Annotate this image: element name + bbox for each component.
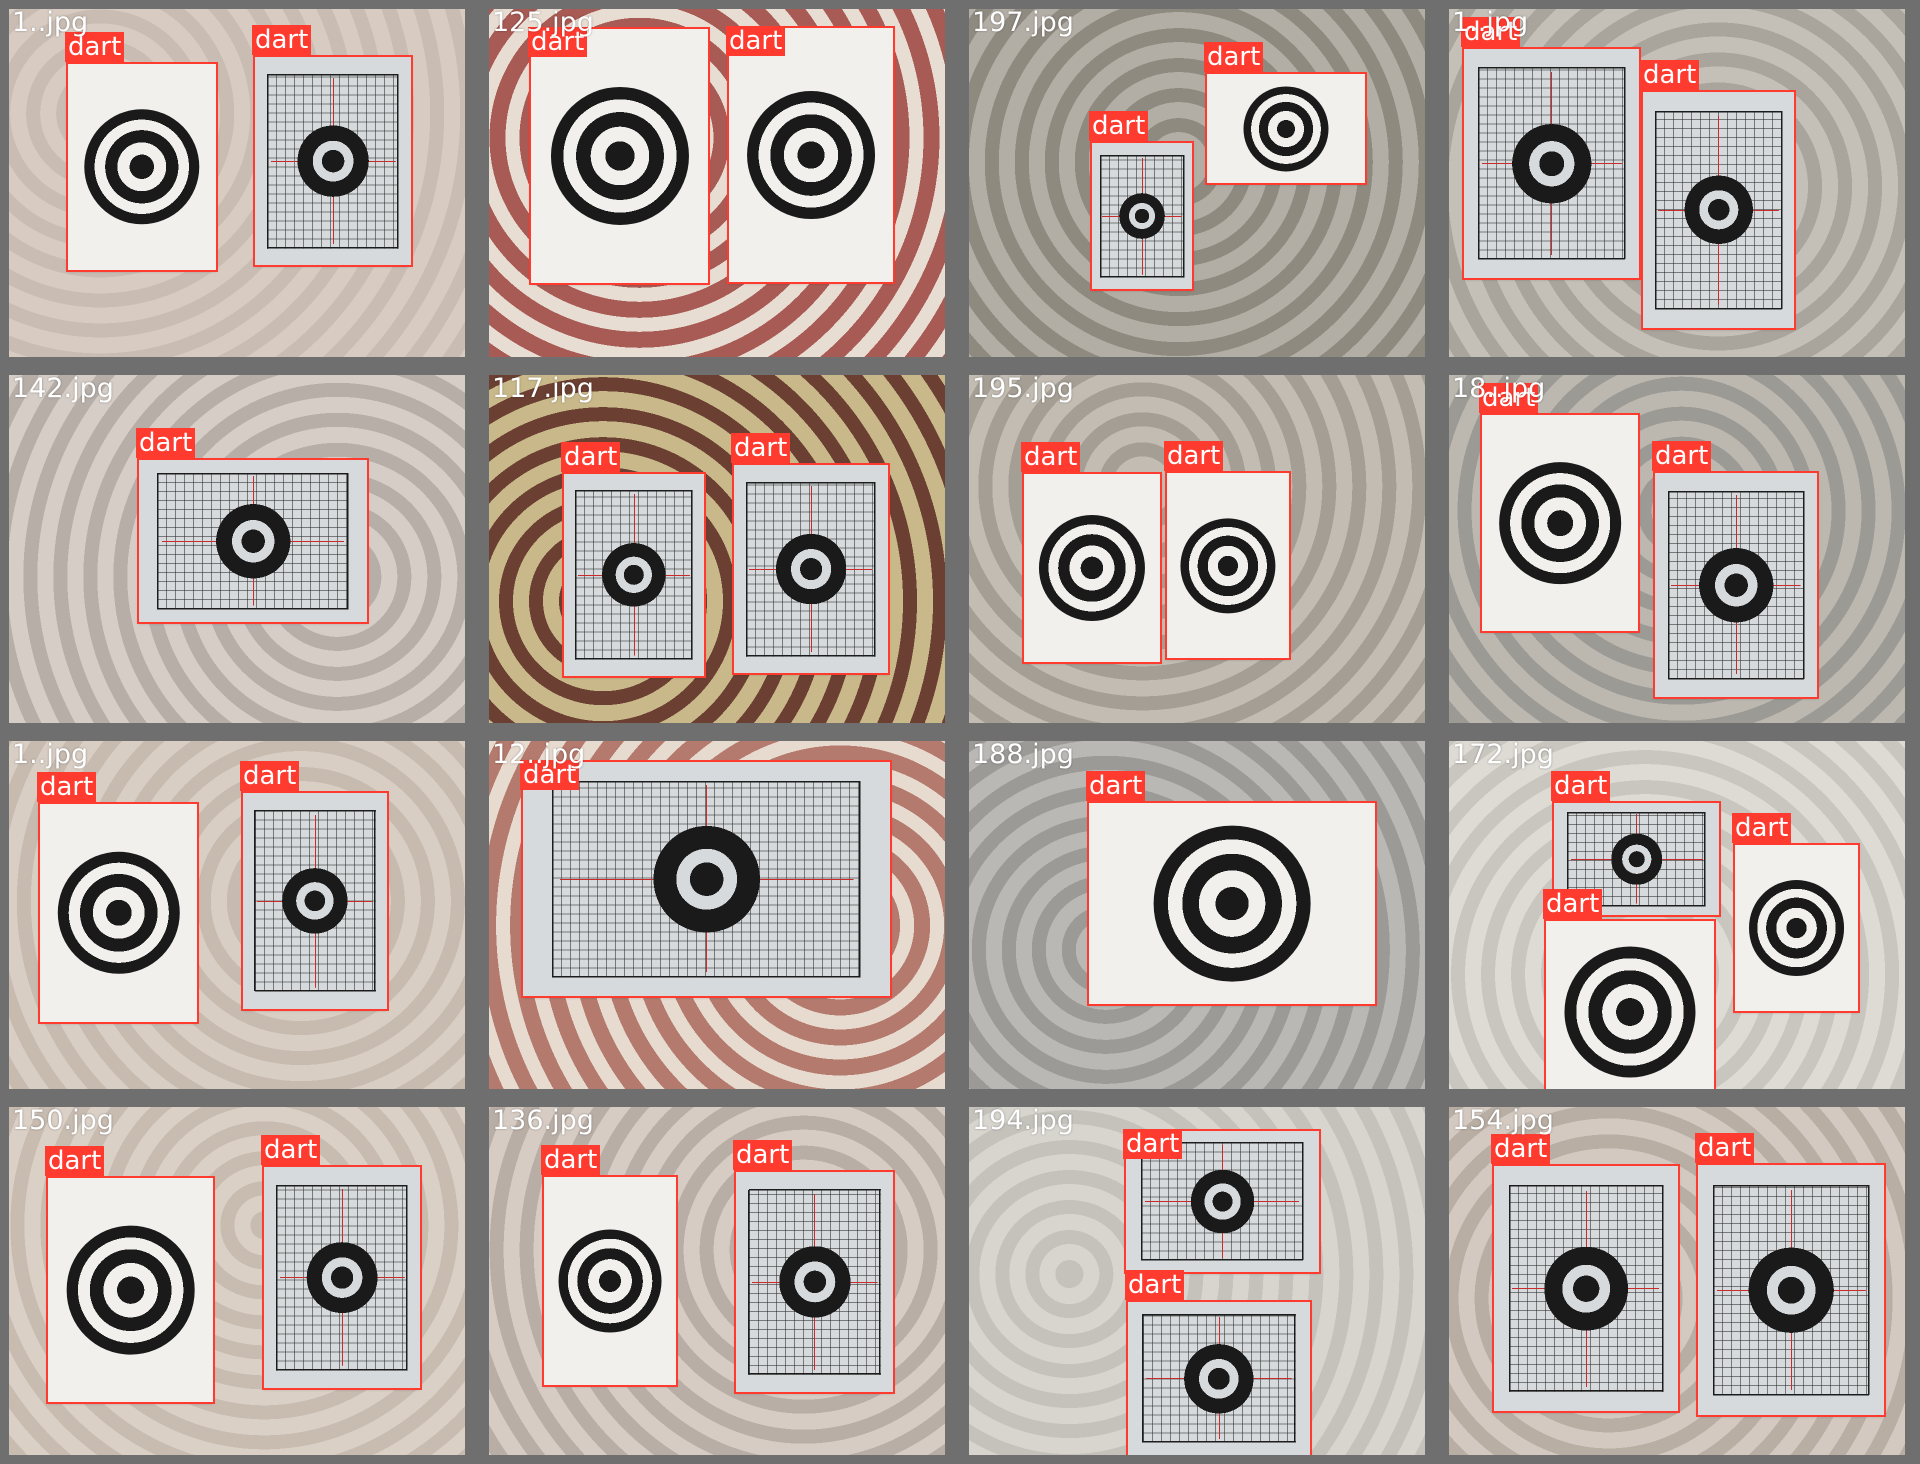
detection-class-label: dart <box>1164 441 1223 471</box>
detection-box: dart <box>1653 471 1819 699</box>
image-tile: 125.jpg dart dart <box>489 9 945 357</box>
image-tile: 1..jpg dart dart <box>9 741 465 1089</box>
detection-box: dart <box>727 26 895 284</box>
image-tile: 136.jpg dart dart <box>489 1107 945 1455</box>
detection-box: dart <box>521 760 892 998</box>
image-filename: 142.jpg <box>12 375 114 402</box>
image-tile: 197.jpg dart dart <box>969 9 1425 357</box>
detection-class-label: dart <box>1204 42 1263 72</box>
detection-class-label: dart <box>1123 1129 1182 1159</box>
image-filename: 195.jpg <box>972 375 1074 402</box>
detection-box: dart <box>1544 919 1716 1089</box>
detection-box: dart <box>1696 1163 1886 1417</box>
image-filename: 12..jpg <box>492 741 585 768</box>
detection-box: dart <box>1492 1164 1680 1413</box>
detection-class-label: dart <box>1732 813 1791 843</box>
detection-box: dart <box>253 55 413 267</box>
detection-class-label: dart <box>561 442 620 472</box>
image-tile: 117.jpg dart dart <box>489 375 945 723</box>
detection-box: dart <box>1126 1300 1312 1455</box>
image-filename: 136.jpg <box>492 1107 594 1134</box>
detection-box: dart <box>1022 472 1162 664</box>
detection-class-label: dart <box>261 1135 320 1165</box>
detection-box: dart <box>66 62 218 272</box>
detection-box: dart <box>562 472 706 678</box>
detection-class-label: dart <box>1089 111 1148 141</box>
detection-class-label: dart <box>1695 1133 1754 1163</box>
detection-box: dart <box>1124 1129 1321 1274</box>
detection-box: dart <box>38 802 199 1024</box>
image-filename: 125.jpg <box>492 9 594 36</box>
detection-box: dart <box>1087 801 1377 1006</box>
detection-box: dart <box>262 1165 422 1390</box>
detection-box: dart <box>1641 90 1796 330</box>
detection-class-label: dart <box>136 428 195 458</box>
detection-class-label: dart <box>1652 441 1711 471</box>
image-filename: 117.jpg <box>492 375 594 402</box>
image-filename: 194.jpg <box>972 1107 1074 1134</box>
image-tile: 12..jpg dart <box>489 741 945 1089</box>
image-tile: 195.jpg dart dart <box>969 375 1425 723</box>
detection-class-label: dart <box>733 1140 792 1170</box>
detection-box: dart <box>542 1175 678 1387</box>
detection-class-label: dart <box>45 1146 104 1176</box>
detection-box: dart <box>1205 72 1367 185</box>
image-filename: 1..jpg <box>12 9 88 36</box>
detection-class-label: dart <box>1125 1270 1184 1300</box>
detection-box: dart <box>46 1176 215 1404</box>
detection-box: dart <box>241 791 389 1011</box>
detection-class-label: dart <box>37 772 96 802</box>
detection-box: dart <box>732 463 890 675</box>
detection-class-label: dart <box>1640 60 1699 90</box>
detection-class-label: dart <box>252 25 311 55</box>
image-tile: 18..jpg dart dart <box>1449 375 1905 723</box>
image-tile: 154.jpg dart dart <box>1449 1107 1905 1455</box>
image-filename: 1..jpg <box>1452 9 1528 36</box>
image-tile: 1..jpg dart dart <box>1449 9 1905 357</box>
detection-box: dart <box>734 1170 895 1394</box>
image-tile: 142.jpg dart <box>9 375 465 723</box>
detection-class-label: dart <box>1021 442 1080 472</box>
detection-box: dart <box>1480 413 1640 633</box>
image-filename: 197.jpg <box>972 9 1074 36</box>
image-tile: 1..jpg dart dart <box>9 9 465 357</box>
detection-class-label: dart <box>1086 771 1145 801</box>
detection-box: dart <box>1090 141 1194 291</box>
detection-class-label: dart <box>240 761 299 791</box>
image-filename: 154.jpg <box>1452 1107 1554 1134</box>
detection-box: dart <box>529 27 710 285</box>
image-filename: 1..jpg <box>12 741 88 768</box>
detection-box: dart <box>1165 471 1291 660</box>
detection-class-label: dart <box>541 1145 600 1175</box>
image-filename: 18..jpg <box>1452 375 1545 402</box>
image-tile: 150.jpg dart dart <box>9 1107 465 1455</box>
detection-box: dart <box>1733 843 1860 1013</box>
image-tile: 188.jpg dart <box>969 741 1425 1089</box>
detection-class-label: dart <box>1491 1134 1550 1164</box>
image-filename: 172.jpg <box>1452 741 1554 768</box>
image-filename: 188.jpg <box>972 741 1074 768</box>
image-tile: 194.jpg dart dart <box>969 1107 1425 1455</box>
detection-class-label: dart <box>1543 889 1602 919</box>
detection-class-label: dart <box>1551 771 1610 801</box>
image-filename: 150.jpg <box>12 1107 114 1134</box>
detection-box: dart <box>1462 47 1641 280</box>
detection-class-label: dart <box>726 26 785 56</box>
detection-class-label: dart <box>731 433 790 463</box>
detection-box: dart <box>137 458 369 624</box>
image-tile: 172.jpg dart dart dart <box>1449 741 1905 1089</box>
